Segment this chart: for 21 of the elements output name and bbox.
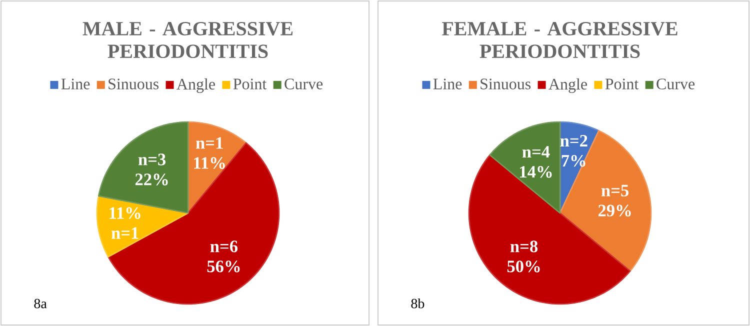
- legend-label: Sinuous: [108, 78, 159, 90]
- data-label: n=1 11%: [194, 137, 225, 169]
- text: 8a: [34, 298, 47, 308]
- legend-label: Point: [233, 78, 267, 90]
- data-label: n=4 14%: [520, 146, 552, 178]
- legend-label: Curve: [284, 78, 323, 90]
- data-label: n=6 56%: [207, 240, 240, 272]
- text: 8b: [411, 298, 424, 308]
- legend-label: Angle: [548, 78, 587, 93]
- legend-label: Angle: [176, 78, 215, 93]
- chart-title: MALE - AGGRESSIVE PERIODONTITIS: [82, 22, 293, 58]
- legend-label: Point: [605, 78, 639, 90]
- legend-label: Sinuous: [480, 78, 531, 90]
- legend-label: Line: [433, 78, 462, 90]
- legend-label: Curve: [656, 78, 695, 90]
- legend-label: Line: [61, 78, 90, 90]
- data-label: n=3 22%: [135, 154, 168, 186]
- chart-title: FEMALE - AGGRESSIVE PERIODONTITIS: [442, 22, 678, 58]
- data-label: n=5 29%: [598, 184, 631, 216]
- data-label: n=8 50%: [507, 240, 540, 272]
- data-label: 11% n=1: [110, 207, 140, 239]
